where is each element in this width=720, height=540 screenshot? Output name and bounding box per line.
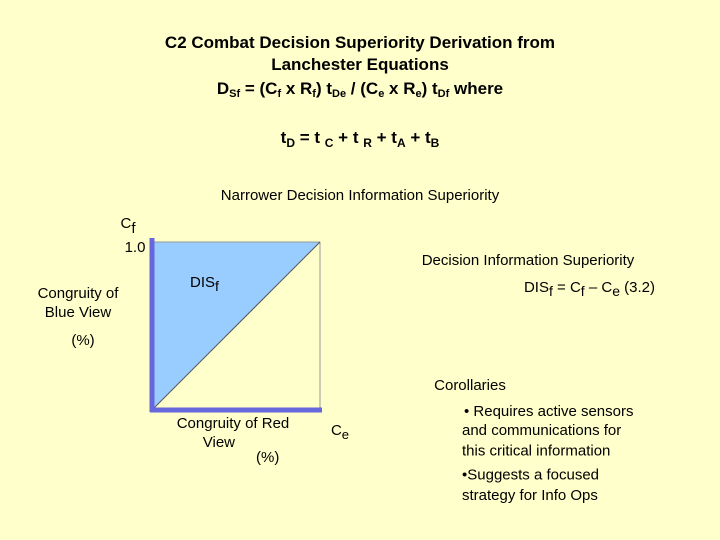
formula-sub: f [277, 88, 281, 100]
formula-part: where [449, 79, 503, 98]
title: Lanchester Equations [271, 55, 449, 74]
time-formula-part: + t [406, 128, 431, 147]
formula-part: x R [384, 79, 415, 98]
y-symbol-part: C [120, 215, 131, 232]
equation-part: DIS [524, 279, 549, 296]
x-unit: (%) [256, 449, 279, 466]
equation-part: – C [585, 279, 613, 296]
axis-max: 1.0 [125, 239, 146, 256]
corollary-line: • Requires active sensors [464, 403, 634, 420]
x-label: View [203, 434, 235, 451]
time-formula-sub: C [325, 136, 334, 150]
title: C2 Combat Decision Superiority Derivatio… [165, 33, 555, 52]
heading: Narrower Decision Information Superiorit… [221, 187, 500, 204]
time-formula-sub: D [286, 136, 295, 150]
equation-sub: f [581, 283, 585, 299]
time-formula-part: + t [333, 128, 363, 147]
region-label-part: DIS [190, 274, 215, 291]
formula: DSf = (Cf x Rf) tDe / (Ce x Re) tDf wher… [217, 79, 503, 100]
time-formula-part: t [281, 128, 287, 147]
equation-part: = C [553, 279, 581, 296]
x-symbol-part: C [331, 422, 342, 439]
time-formula-part: = t [295, 128, 325, 147]
corollary-line: strategy for Info Ops [462, 487, 598, 504]
equation: DISf = Cf – Ce (3.2) [524, 279, 655, 299]
y-symbol-sub: f [131, 220, 136, 237]
region-label: DISf [190, 274, 219, 294]
formula-part: ) t [316, 79, 332, 98]
definition-title: Decision Information Superiority [422, 252, 635, 269]
formula-part: / (C [346, 79, 378, 98]
region-label-sub: f [215, 278, 219, 294]
corollary-line: •Suggests a focused [462, 467, 599, 484]
time-formula: tD = t C + t R + tA + tB [281, 128, 440, 150]
y-unit: (%) [71, 332, 94, 349]
formula-part: = (C [240, 79, 277, 98]
equation-sub: e [612, 283, 620, 299]
time-formula-sub: B [431, 136, 440, 150]
equation-part: (3.2) [620, 279, 655, 296]
formula-part: ) t [422, 79, 438, 98]
time-formula-sub: A [397, 136, 406, 150]
formula-part: x R [281, 79, 312, 98]
y-label: Blue View [45, 304, 112, 321]
formula-part: D [217, 79, 229, 98]
formula-sub: e [378, 88, 384, 100]
formula-sub: f [312, 88, 316, 100]
diagonal [151, 241, 321, 411]
time-formula-part: + t [372, 128, 397, 147]
y-label: Congruity of [38, 285, 120, 302]
corollary-line: this critical information [462, 443, 610, 460]
x-symbol-sub: e [342, 427, 349, 442]
time-formula-sub: R [363, 136, 372, 150]
equation-sub: f [549, 283, 553, 299]
formula-sub: e [416, 88, 422, 100]
formula-sub: De [332, 88, 346, 100]
corollary-line: and communications for [462, 422, 621, 439]
formula-sub: Sf [229, 88, 240, 100]
formula-sub: Df [438, 88, 450, 100]
x-label: Congruity of Red [177, 415, 290, 432]
corollaries-title: Corollaries [434, 377, 506, 394]
y-symbol: Cf [120, 215, 136, 237]
x-symbol: Ce [331, 422, 349, 442]
